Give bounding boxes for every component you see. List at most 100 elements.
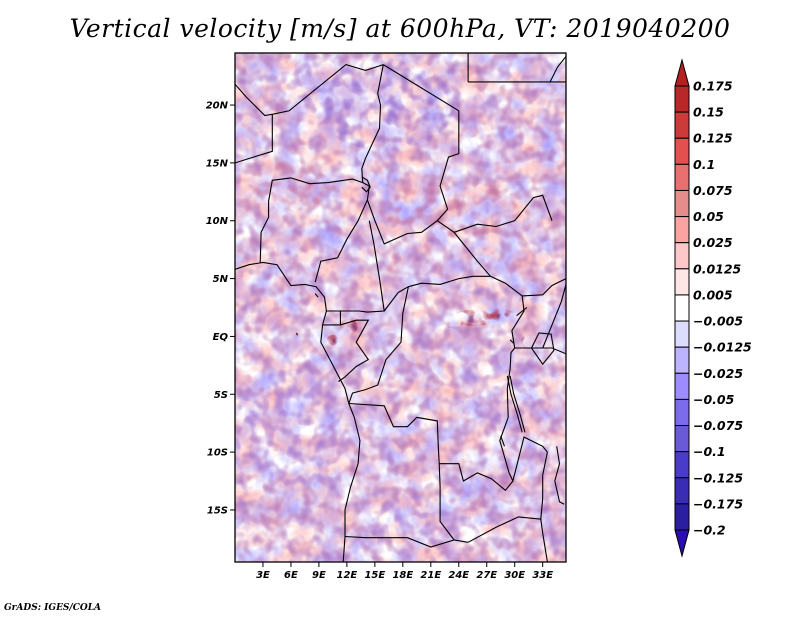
colorbar-label: −0.2: [693, 523, 726, 538]
border-line: [326, 220, 385, 313]
colorbar: 0.175 0.15 0.125 0.1 0.075 0.05 0.025 0.0125 0.0…: [674, 58, 752, 558]
chart-title: Vertical velocity [m/s] at 600hPa, VT: 2…: [69, 14, 731, 43]
colorbar-label: −0.005: [693, 314, 743, 329]
x-tick-label: 24E: [448, 570, 469, 581]
x-axis: 3E 6E 9E 12E 15E 18E 21E 24E 27E 30E 33E: [256, 562, 553, 581]
border-line: [322, 311, 370, 382]
colorbar-segment: [674, 163, 690, 191]
border-line: [348, 295, 525, 492]
y-tick-label: 15S: [207, 505, 228, 516]
colorbar-segment: [674, 503, 690, 531]
colorbar-label: 0.1: [693, 157, 715, 172]
border-line: [259, 201, 270, 263]
x-tick-label: 21E: [420, 570, 441, 581]
colorbar-segment: [674, 372, 690, 400]
colorbar-segment: [674, 346, 690, 374]
border-line: [516, 307, 528, 317]
border-line: [549, 56, 566, 83]
border-line: [235, 261, 361, 562]
strong-descent-spot: [332, 338, 339, 344]
colorbar-label: −0.075: [693, 418, 743, 433]
x-tick-label: 27E: [476, 570, 497, 581]
x-tick-label: 18E: [392, 570, 413, 581]
strong-descent-spot: [347, 324, 357, 333]
colorbar-label: 0.075: [693, 183, 733, 198]
colorbar-segment: [674, 294, 690, 322]
colorbar-segment: [674, 216, 690, 244]
border-line: [361, 176, 371, 193]
colorbar-segment: [674, 451, 690, 479]
y-tick-label: 10N: [206, 216, 229, 227]
north-descent: [259, 61, 360, 102]
y-tick-label: 20N: [206, 101, 229, 112]
y-tick-label: 10S: [207, 448, 228, 459]
colorbar-segment: [674, 189, 690, 218]
border-line: [453, 231, 491, 277]
colorbar-segment: [674, 425, 690, 453]
border-line: [344, 535, 469, 548]
colorbar-label: −0.0125: [693, 340, 752, 355]
border-line: [438, 463, 455, 541]
east-descent: [456, 354, 537, 435]
colorbar-extend-max: [674, 58, 690, 87]
colorbar-label: 0.025: [693, 235, 733, 250]
border-line: [512, 436, 548, 482]
velocity-field: [235, 53, 566, 562]
border-line: [348, 286, 409, 404]
border-line: [514, 347, 566, 355]
strong-descent-spot: [527, 339, 536, 347]
y-tick-label: EQ: [213, 332, 229, 343]
colorbar-label: −0.1: [693, 444, 726, 459]
colorbar-label: −0.05: [693, 392, 735, 407]
border-line: [531, 332, 555, 366]
west-sahel-ascent: [250, 161, 331, 212]
colorbar-segment: [674, 320, 690, 348]
border-line: [509, 375, 526, 433]
colorbar-label: 0.005: [693, 287, 733, 302]
border-line: [314, 293, 319, 298]
colorbar-segment: [674, 111, 690, 139]
border-line: [366, 199, 438, 245]
y-tick-label: 5S: [214, 390, 228, 401]
border-line: [542, 284, 566, 349]
colorbar-segment: [674, 137, 690, 165]
x-tick-label: 15E: [364, 570, 385, 581]
colorbar-label: 0.15: [693, 105, 724, 120]
colorbar-label: 0.125: [693, 131, 733, 146]
colorbar-label: 0.05: [693, 209, 724, 224]
strong-descent-spot: [452, 320, 463, 327]
strong-descent-spot: [496, 313, 511, 321]
border-line: [490, 275, 566, 297]
border-line: [268, 177, 363, 202]
colorbar-label: −0.175: [693, 496, 743, 511]
x-tick-label: 12E: [337, 570, 358, 581]
x-tick-label: 30E: [504, 570, 525, 581]
colorbar-label: −0.125: [693, 470, 743, 485]
colorbar-extend-min: [674, 529, 690, 558]
grads-credit: GrADS: IGES/COLA: [4, 603, 102, 613]
south-descent: [366, 496, 477, 547]
border-line: [383, 275, 491, 312]
x-tick-label: 6E: [284, 570, 298, 581]
x-tick-label: 33E: [532, 570, 553, 581]
border-line: [235, 83, 273, 117]
border-line: [295, 332, 299, 336]
border-line: [506, 375, 523, 433]
atlantic-descent: [235, 368, 346, 489]
border-line: [453, 194, 553, 233]
border-line: [500, 435, 506, 447]
colorbar-segment: [674, 85, 690, 113]
colorbar-label: −0.025: [693, 366, 743, 381]
colorbar-label: 0.175: [693, 79, 733, 94]
y-tick-label: 15N: [206, 158, 229, 169]
map-frame: [234, 52, 567, 563]
border-line: [509, 339, 515, 344]
border-line: [235, 63, 384, 164]
border-line: [540, 519, 548, 562]
colorbar-segment: [674, 268, 690, 296]
colorbar-label: 0.0125: [693, 261, 742, 276]
x-tick-label: 9E: [312, 570, 326, 581]
border-line: [383, 64, 460, 233]
y-axis: 20N 15N 10N 5N EQ 5S 10S 15S: [206, 101, 235, 516]
